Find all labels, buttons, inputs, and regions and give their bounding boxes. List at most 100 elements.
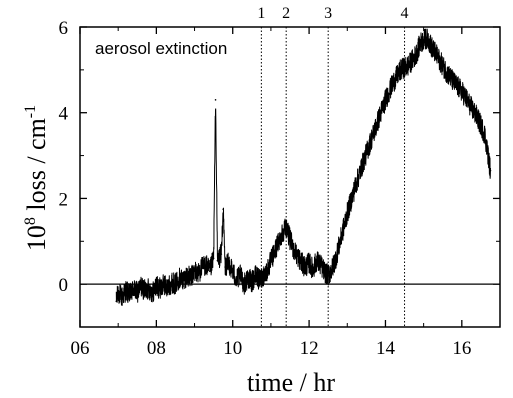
reference-line-label-1: 1 xyxy=(257,5,265,22)
data-point xyxy=(369,141,371,144)
data-point xyxy=(117,291,119,294)
data-point xyxy=(266,270,268,273)
tick-labels: 06 08 10 12 14 16 0 2 4 6 xyxy=(59,18,472,359)
data-point xyxy=(235,279,238,281)
data-point xyxy=(121,296,123,298)
data-point xyxy=(331,268,333,270)
reference-line-label-3: 3 xyxy=(324,5,332,22)
data-point xyxy=(300,261,303,264)
data-point xyxy=(270,259,272,262)
data-point xyxy=(140,285,142,288)
y-axis-title-base: 10 xyxy=(22,225,51,251)
data-point xyxy=(254,274,257,277)
data-point xyxy=(407,64,410,67)
data-point xyxy=(128,294,131,296)
data-point xyxy=(426,36,429,39)
data-point xyxy=(197,272,200,275)
data-point xyxy=(319,264,322,266)
x-tick-label: 12 xyxy=(300,338,319,359)
data-point xyxy=(323,270,326,273)
data-point xyxy=(178,276,181,279)
data-point xyxy=(308,261,310,264)
data-point xyxy=(186,274,188,277)
y-tick-label: 2 xyxy=(59,189,69,210)
axis-ticks xyxy=(79,26,500,328)
reference-line-label-4: 4 xyxy=(401,5,409,22)
data-point xyxy=(231,270,234,273)
data-point xyxy=(415,54,417,56)
data-point xyxy=(315,259,318,262)
y-axis-title: 108 loss / cm-1 xyxy=(22,105,51,251)
data-point xyxy=(346,212,349,215)
data-point xyxy=(155,285,158,288)
data-point xyxy=(489,169,492,172)
y-axis-title-exponent: 8 xyxy=(22,217,39,225)
data-point xyxy=(205,264,207,266)
data-point xyxy=(258,279,261,281)
data-point xyxy=(136,291,139,294)
data-point xyxy=(335,257,337,260)
y-tick-label: 0 xyxy=(59,275,69,296)
data-point xyxy=(273,251,276,253)
data-point xyxy=(312,268,314,270)
data-point xyxy=(399,69,402,71)
plot-frame xyxy=(79,26,501,328)
x-tick-label: 10 xyxy=(223,338,242,359)
data-point xyxy=(361,163,364,165)
data-point xyxy=(144,289,146,292)
data-point xyxy=(189,276,192,279)
data-point xyxy=(222,208,224,210)
data-point xyxy=(251,281,253,283)
y-axis-title-main: loss / cm xyxy=(22,118,51,217)
data-point xyxy=(209,270,211,273)
data-point xyxy=(212,257,215,260)
data-point xyxy=(327,274,329,277)
data-point xyxy=(476,116,478,118)
data-point xyxy=(247,276,249,279)
x-tick-label: 16 xyxy=(452,338,471,359)
data-point xyxy=(147,287,150,290)
data-point xyxy=(419,43,421,45)
data-point xyxy=(392,81,394,84)
data-point xyxy=(342,227,345,230)
data-point xyxy=(445,71,448,73)
data-point xyxy=(338,242,341,245)
data-point xyxy=(182,279,184,281)
x-axis-title: time / hr xyxy=(247,368,335,397)
data-point xyxy=(201,266,203,268)
data-point xyxy=(384,99,387,101)
y-tick-label: 4 xyxy=(59,104,69,125)
data-point xyxy=(151,291,154,294)
x-tick-label: 14 xyxy=(376,338,396,359)
data-point xyxy=(115,300,118,303)
data-point xyxy=(430,45,433,48)
data-point xyxy=(132,287,135,290)
reference-lines xyxy=(260,27,406,327)
data-point xyxy=(281,231,284,234)
data-point xyxy=(304,266,307,268)
data-point xyxy=(354,186,356,189)
y-tick-label: 6 xyxy=(59,18,69,39)
data-point xyxy=(468,103,471,105)
data-point xyxy=(453,81,455,84)
data-point xyxy=(296,255,299,258)
data-point xyxy=(262,274,265,277)
series-line-0 xyxy=(115,28,491,306)
data-point xyxy=(377,120,379,123)
data-point xyxy=(193,270,196,273)
data-point xyxy=(125,289,127,292)
data-point xyxy=(277,240,280,243)
reference-line-label-2: 2 xyxy=(282,5,290,22)
data-point xyxy=(483,133,486,135)
data-point xyxy=(239,274,242,277)
data-point xyxy=(170,281,173,283)
y-axis-title-unit-exponent: -1 xyxy=(22,105,39,118)
data-point xyxy=(438,58,440,60)
data-point xyxy=(228,261,230,264)
chart-annotation: aerosol extinction xyxy=(95,39,227,58)
data-point xyxy=(159,287,161,290)
data-point xyxy=(216,259,219,262)
